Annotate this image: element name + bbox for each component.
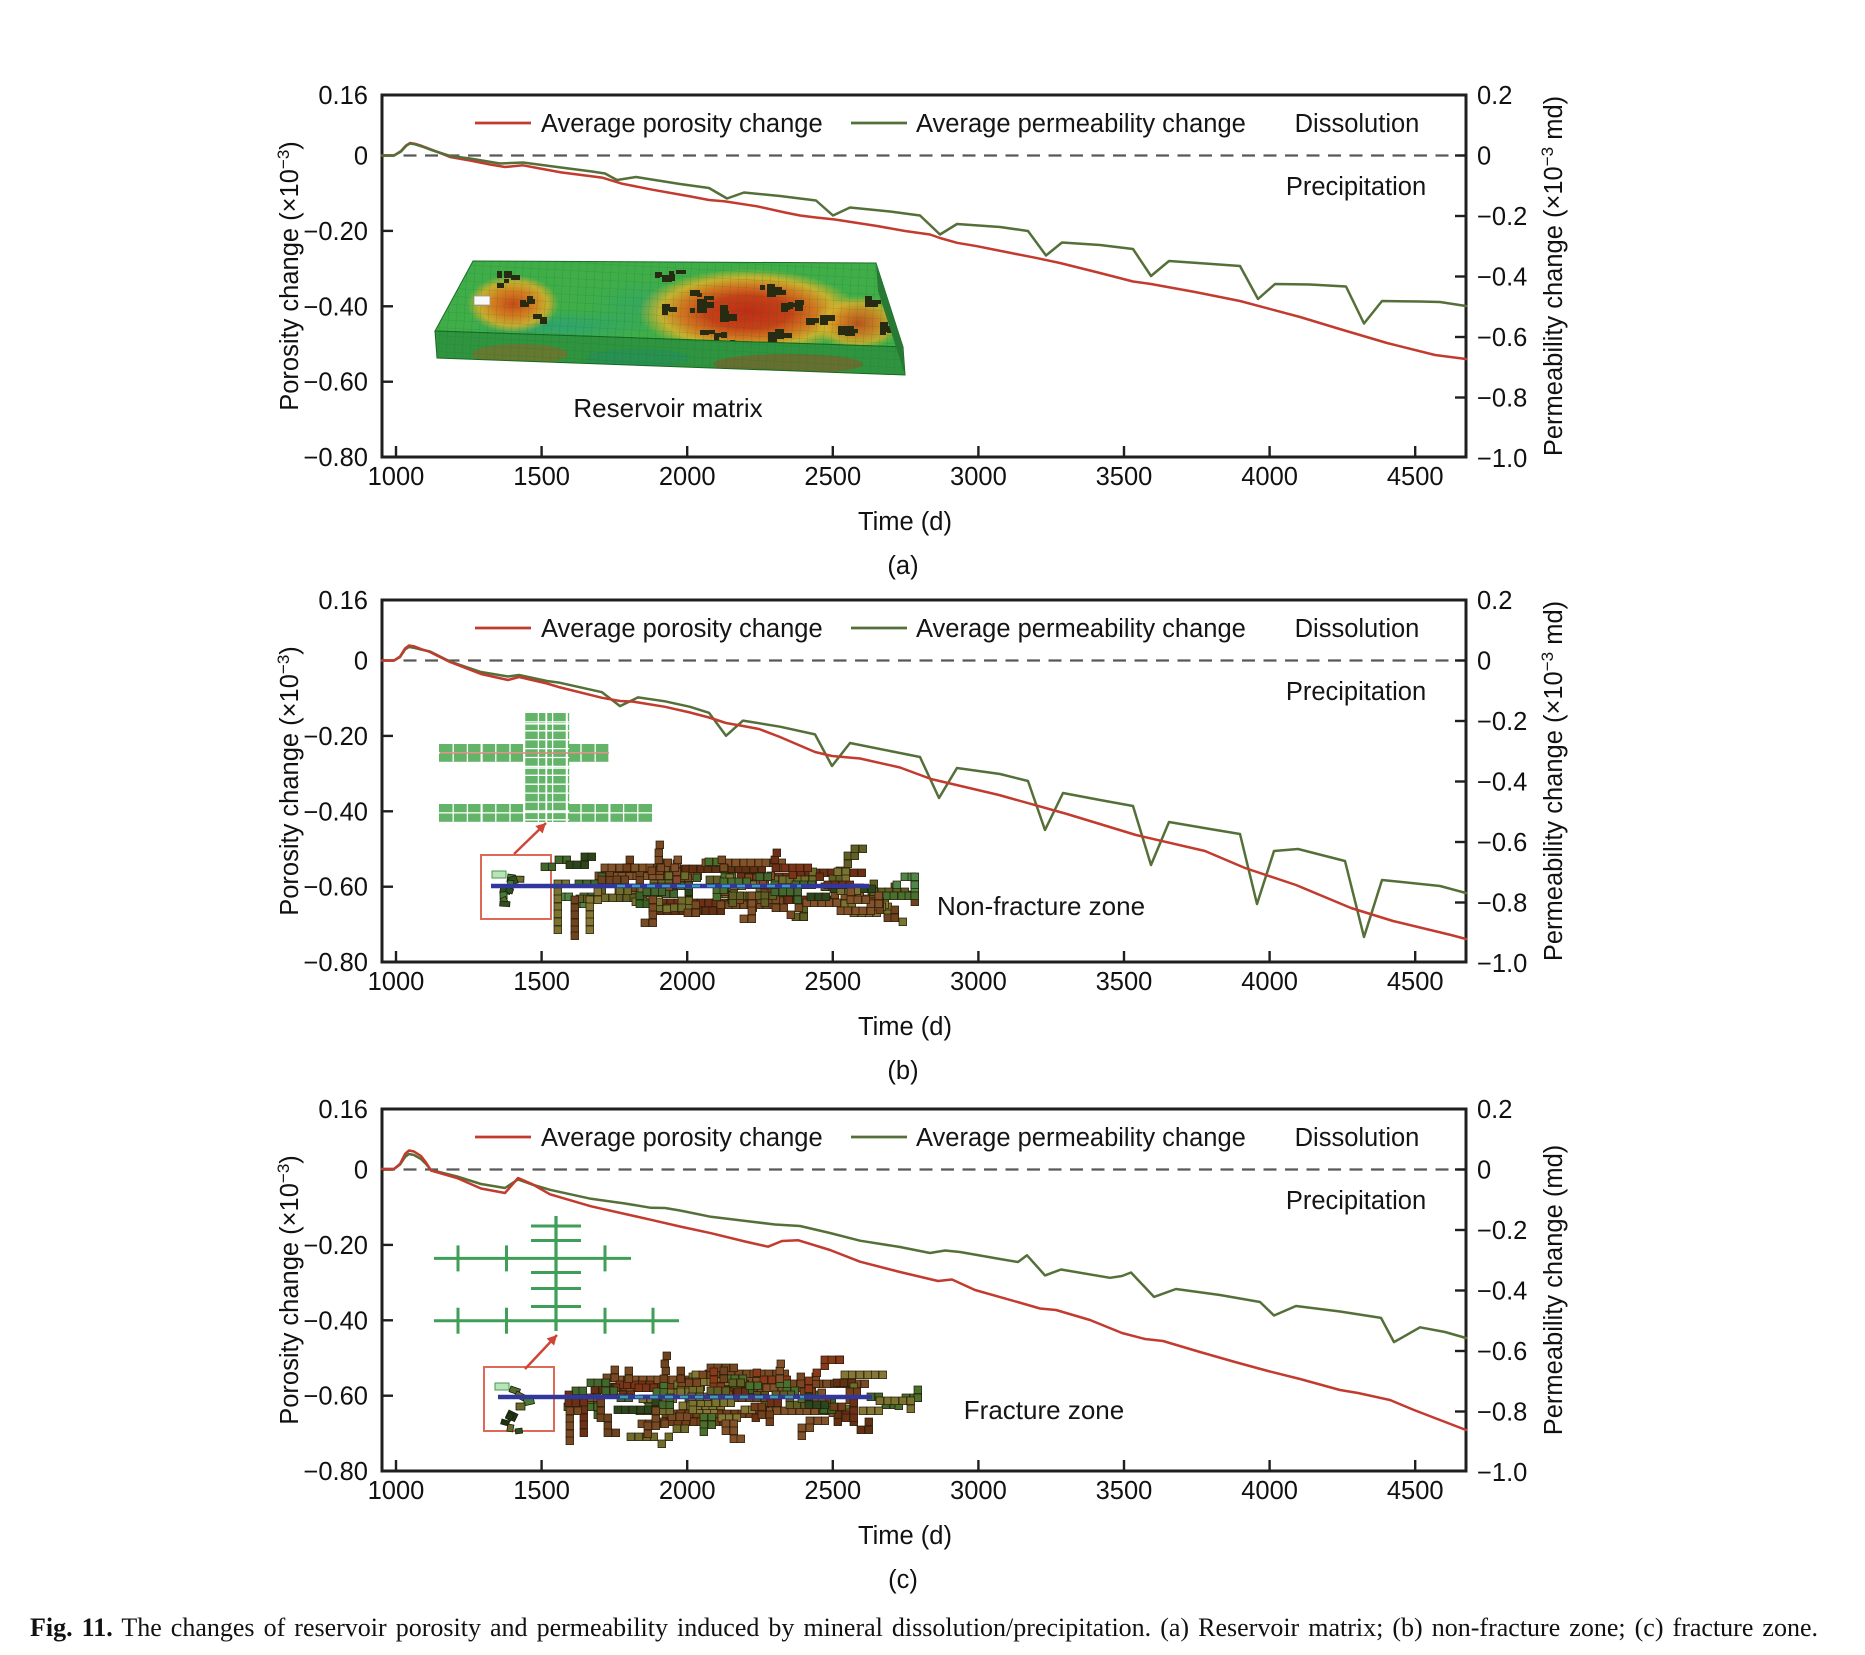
svg-text:Porosity change (×10−3): Porosity change (×10−3) <box>274 1155 305 1425</box>
svg-text:Average permeability change: Average permeability change <box>916 110 1246 138</box>
svg-text:1500: 1500 <box>513 463 570 491</box>
svg-text:Porosity change (×10−3): Porosity change (×10−3) <box>274 141 305 411</box>
svg-text:Fracture zone: Fracture zone <box>964 1395 1124 1425</box>
svg-text:(b): (b) <box>887 1057 918 1085</box>
svg-text:−0.2: −0.2 <box>1477 1217 1527 1245</box>
svg-text:0: 0 <box>1477 143 1491 171</box>
svg-text:−0.8: −0.8 <box>1477 1399 1527 1427</box>
svg-text:3500: 3500 <box>1096 1477 1153 1505</box>
svg-text:Reservoir matrix: Reservoir matrix <box>573 393 762 423</box>
svg-text:4500: 4500 <box>1387 463 1444 491</box>
svg-text:−0.4: −0.4 <box>1477 264 1527 292</box>
svg-text:1500: 1500 <box>513 1477 570 1505</box>
svg-text:3000: 3000 <box>950 1477 1007 1505</box>
svg-text:Average permeability change: Average permeability change <box>916 1124 1246 1152</box>
svg-text:0: 0 <box>354 648 368 676</box>
svg-text:1500: 1500 <box>513 968 570 996</box>
svg-text:−0.6: −0.6 <box>1477 324 1527 352</box>
svg-text:4000: 4000 <box>1241 1477 1298 1505</box>
svg-text:Average permeability change: Average permeability change <box>916 615 1246 643</box>
svg-text:−1.0: −1.0 <box>1477 1459 1527 1487</box>
svg-text:−0.40: −0.40 <box>303 293 368 321</box>
svg-text:3500: 3500 <box>1096 463 1153 491</box>
svg-text:Dissolution: Dissolution <box>1295 1124 1420 1152</box>
svg-text:−0.80: −0.80 <box>303 1458 368 1486</box>
svg-text:2000: 2000 <box>659 968 716 996</box>
svg-text:3000: 3000 <box>950 463 1007 491</box>
svg-text:Average porosity change: Average porosity change <box>541 615 823 643</box>
svg-text:0.2: 0.2 <box>1477 587 1512 615</box>
svg-text:2000: 2000 <box>659 463 716 491</box>
svg-text:1000: 1000 <box>368 968 425 996</box>
svg-text:0: 0 <box>1477 648 1491 676</box>
svg-text:−0.8: −0.8 <box>1477 890 1527 918</box>
svg-text:4000: 4000 <box>1241 463 1298 491</box>
svg-text:0.16: 0.16 <box>318 1096 368 1124</box>
svg-text:0.2: 0.2 <box>1477 82 1512 110</box>
svg-text:(a): (a) <box>887 552 918 580</box>
svg-text:2500: 2500 <box>804 463 861 491</box>
svg-text:0: 0 <box>354 1157 368 1185</box>
svg-text:3000: 3000 <box>950 968 1007 996</box>
svg-text:0.16: 0.16 <box>318 587 368 615</box>
svg-text:Average porosity change: Average porosity change <box>541 1124 823 1152</box>
svg-text:−0.20: −0.20 <box>303 1232 368 1260</box>
svg-text:−0.60: −0.60 <box>303 369 368 397</box>
svg-text:−0.60: −0.60 <box>303 874 368 902</box>
svg-text:Time (d): Time (d) <box>858 1522 952 1550</box>
svg-text:−1.0: −1.0 <box>1477 445 1527 473</box>
svg-text:Non-fracture zone: Non-fracture zone <box>937 891 1145 921</box>
svg-text:−0.80: −0.80 <box>303 444 368 472</box>
svg-text:−0.60: −0.60 <box>303 1383 368 1411</box>
svg-text:Precipitation: Precipitation <box>1286 678 1426 706</box>
svg-text:−0.6: −0.6 <box>1477 829 1527 857</box>
svg-text:0: 0 <box>1477 1157 1491 1185</box>
svg-text:−0.20: −0.20 <box>303 723 368 751</box>
svg-text:−0.20: −0.20 <box>303 218 368 246</box>
svg-text:Time (d): Time (d) <box>858 508 952 536</box>
svg-text:0.2: 0.2 <box>1477 1096 1512 1124</box>
svg-text:−0.6: −0.6 <box>1477 1338 1527 1366</box>
svg-text:1000: 1000 <box>368 1477 425 1505</box>
svg-text:3500: 3500 <box>1096 968 1153 996</box>
svg-text:−1.0: −1.0 <box>1477 950 1527 978</box>
svg-text:−0.4: −0.4 <box>1477 1278 1527 1306</box>
svg-text:−0.8: −0.8 <box>1477 385 1527 413</box>
svg-text:−0.40: −0.40 <box>303 798 368 826</box>
svg-text:Average porosity change: Average porosity change <box>541 110 823 138</box>
svg-text:4500: 4500 <box>1387 968 1444 996</box>
svg-text:Permeability change (md): Permeability change (md) <box>1540 1145 1568 1436</box>
svg-text:Dissolution: Dissolution <box>1295 110 1420 138</box>
svg-text:Permeability change (×10−3 md: Permeability change (×10−3 md) <box>1538 601 1569 961</box>
svg-text:−0.40: −0.40 <box>303 1307 368 1335</box>
svg-text:Dissolution: Dissolution <box>1295 615 1420 643</box>
svg-text:0.16: 0.16 <box>318 82 368 110</box>
svg-text:(c): (c) <box>888 1566 918 1594</box>
svg-text:−0.2: −0.2 <box>1477 708 1527 736</box>
svg-text:4000: 4000 <box>1241 968 1298 996</box>
svg-text:1000: 1000 <box>368 463 425 491</box>
svg-text:0: 0 <box>354 143 368 171</box>
svg-text:4500: 4500 <box>1387 1477 1444 1505</box>
svg-text:Precipitation: Precipitation <box>1286 173 1426 201</box>
svg-text:2500: 2500 <box>804 1477 861 1505</box>
svg-text:Time (d): Time (d) <box>858 1013 952 1041</box>
svg-text:−0.80: −0.80 <box>303 949 368 977</box>
svg-text:−0.4: −0.4 <box>1477 769 1527 797</box>
svg-text:2000: 2000 <box>659 1477 716 1505</box>
svg-text:−0.2: −0.2 <box>1477 203 1527 231</box>
svg-text:2500: 2500 <box>804 968 861 996</box>
svg-text:Porosity change (×10−3): Porosity change (×10−3) <box>274 646 305 916</box>
svg-text:Precipitation: Precipitation <box>1286 1187 1426 1215</box>
